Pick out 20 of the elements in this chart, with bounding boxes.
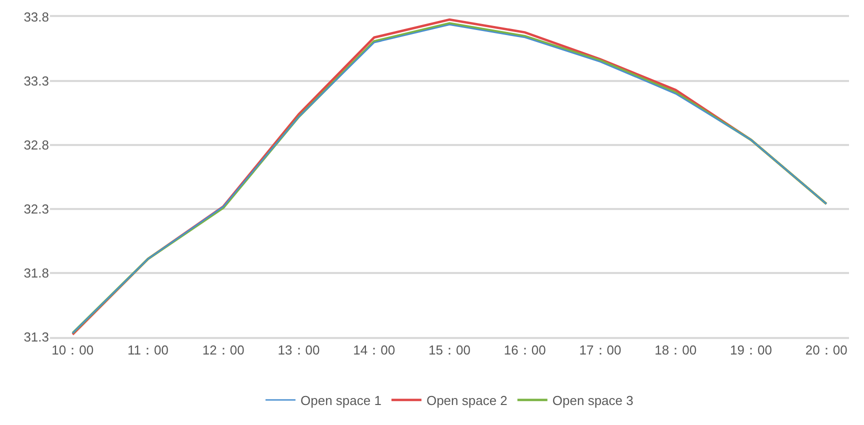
x-tick-label: 14：00 — [353, 342, 396, 358]
x-tick-label: 15：00 — [428, 342, 470, 358]
y-tick-label: 32.3 — [24, 202, 49, 217]
x-tick-label: 11：00 — [128, 342, 168, 358]
y-tick-label: 33.3 — [24, 74, 49, 89]
x-tick-label: 18：00 — [654, 342, 697, 358]
x-tick-label: 17：00 — [579, 342, 622, 358]
y-tick-label: 32.8 — [24, 138, 49, 153]
legend-label: Open space 2 — [426, 393, 508, 408]
x-tick-label: 19：00 — [730, 342, 772, 358]
y-tick-label: 31.3 — [24, 330, 49, 345]
x-tick-label: 16：00 — [504, 342, 546, 358]
legend-label: Open space 1 — [300, 393, 382, 408]
x-tick-label: 13：00 — [278, 342, 320, 358]
x-tick-label: 20：00 — [805, 342, 848, 358]
legend-label: Open space 3 — [552, 393, 634, 408]
y-tick-label: 31.8 — [24, 266, 49, 281]
x-tick-label: 10：00 — [52, 342, 94, 358]
x-tick-label: 12：00 — [202, 342, 244, 358]
y-tick-label: 33.8 — [24, 10, 49, 25]
